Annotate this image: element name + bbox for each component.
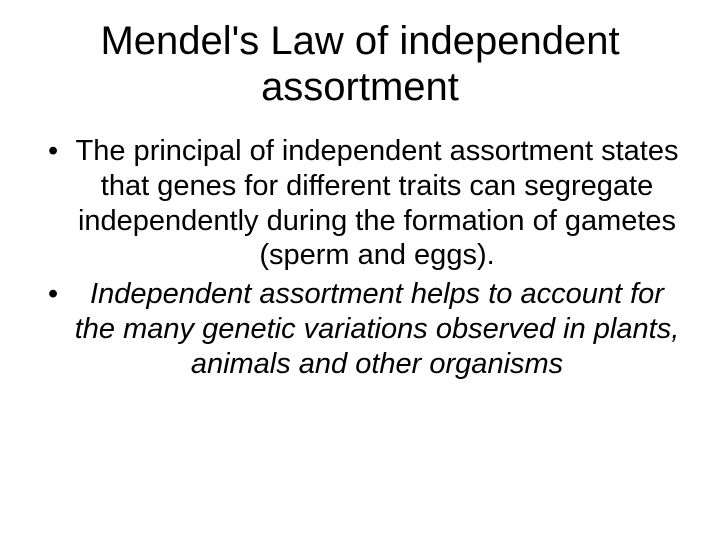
bullet-item: • The principal of independent assortmen… (40, 134, 680, 273)
bullet-marker-icon: • (40, 277, 74, 381)
bullet-text: Independent assortment helps to account … (74, 277, 680, 381)
bullet-marker-icon: • (40, 134, 74, 273)
slide-title: Mendel's Law of independent assortment (30, 18, 690, 110)
bullet-text: The principal of independent assortment … (74, 134, 680, 273)
slide-body: • The principal of independent assortmen… (30, 134, 690, 382)
slide: Mendel's Law of independent assortment •… (0, 0, 720, 540)
bullet-item: • Independent assortment helps to accoun… (40, 277, 680, 381)
